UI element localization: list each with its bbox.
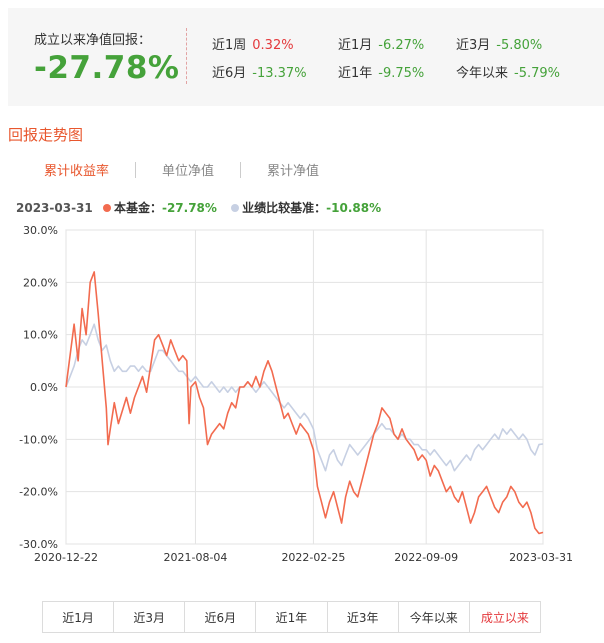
- tab-separator: [240, 161, 242, 178]
- stat-value: -6.27%: [378, 38, 425, 53]
- y-tick-label: 30.0%: [23, 224, 58, 237]
- stat-1m: 近1月 -6.27%: [338, 34, 424, 53]
- legend-fund-value: -27.78%: [161, 201, 217, 215]
- x-tick-label: 2020-12-22: [34, 551, 98, 564]
- stat-label: 近6月: [212, 66, 247, 81]
- benchmark-legend-dot-icon: [231, 204, 240, 212]
- period-3m[interactable]: 近3月: [114, 602, 186, 632]
- summary-divider: [186, 28, 187, 84]
- y-tick-label: -10.0%: [19, 433, 58, 446]
- fund-legend-dot-icon: [102, 204, 111, 212]
- fund-series-line: [65, 271, 544, 535]
- x-tick-label: 2022-02-25: [281, 551, 345, 564]
- period-since-inception[interactable]: 成立以来: [480, 610, 529, 625]
- period-selector: 近1月 近3月 近6月 近1年 近3年 今年以来 成立以来: [42, 601, 541, 633]
- return-trend-chart[interactable]: 30.0%20.0%10.0%0.0%-10.0%-20.0%-30.0%202…: [0, 218, 604, 568]
- y-tick-label: -30.0%: [19, 538, 58, 551]
- y-tick-label: 20.0%: [23, 276, 58, 289]
- legend-benchmark-value: -10.88%: [326, 201, 382, 215]
- legend-fund-label: 本基金：: [113, 201, 162, 215]
- tab-unit-nav[interactable]: 单位净值: [162, 164, 215, 179]
- stat-label: 今年以来: [456, 66, 509, 81]
- stat-label: 近3月: [456, 38, 491, 53]
- chart-legend: 2023-03-31 本基金：-27.78% 业绩比较基准：-10.88%: [16, 199, 391, 216]
- chart-type-tabs: 累计收益率 单位净值 累计净值: [44, 160, 319, 179]
- stat-label: 近1年: [338, 66, 373, 81]
- tab-cumulative-return[interactable]: 累计收益率: [44, 164, 110, 179]
- since-inception-value: -27.78%: [34, 50, 180, 86]
- stat-value: 0.32%: [252, 38, 294, 53]
- period-6m[interactable]: 近6月: [185, 602, 257, 632]
- y-tick-label: 10.0%: [23, 329, 58, 342]
- stat-ytd: 今年以来 -5.79%: [456, 62, 560, 81]
- stat-value: -5.80%: [496, 38, 543, 53]
- x-tick-label: 2023-03-31: [509, 551, 573, 564]
- stat-label: 近1月: [338, 38, 373, 53]
- tab-cumulative-nav[interactable]: 累计净值: [267, 164, 320, 179]
- period-1m[interactable]: 近1月: [43, 602, 115, 632]
- stat-1w: 近1周 0.32%: [212, 34, 294, 53]
- stat-label: 近1周: [212, 38, 247, 53]
- y-tick-label: -20.0%: [19, 486, 58, 499]
- legend-date: 2023-03-31: [16, 201, 93, 215]
- section-title: 回报走势图: [8, 126, 84, 144]
- stat-value: -9.75%: [378, 66, 425, 81]
- stat-value: -13.37%: [252, 66, 307, 81]
- since-inception-label: 成立以来净值回报：: [34, 33, 152, 48]
- legend-benchmark-label: 业绩比较基准：: [242, 201, 327, 215]
- stat-1y: 近1年 -9.75%: [338, 62, 424, 81]
- return-summary-panel: 成立以来净值回报： -27.78% 近1周 0.32% 近1月 -6.27% 近3月…: [8, 8, 604, 106]
- period-1y[interactable]: 近1年: [256, 602, 328, 632]
- stat-value: -5.79%: [514, 66, 561, 81]
- x-tick-label: 2022-09-09: [394, 551, 458, 564]
- x-tick-label: 2021-08-04: [163, 551, 227, 564]
- period-ytd[interactable]: 今年以来: [399, 602, 470, 632]
- stat-3m: 近3月 -5.80%: [456, 34, 542, 53]
- period-3y[interactable]: 近3年: [328, 602, 399, 632]
- benchmark-series-line: [65, 323, 544, 472]
- tab-separator: [135, 161, 137, 178]
- y-tick-label: 0.0%: [30, 381, 58, 394]
- stat-6m: 近6月 -13.37%: [212, 62, 307, 81]
